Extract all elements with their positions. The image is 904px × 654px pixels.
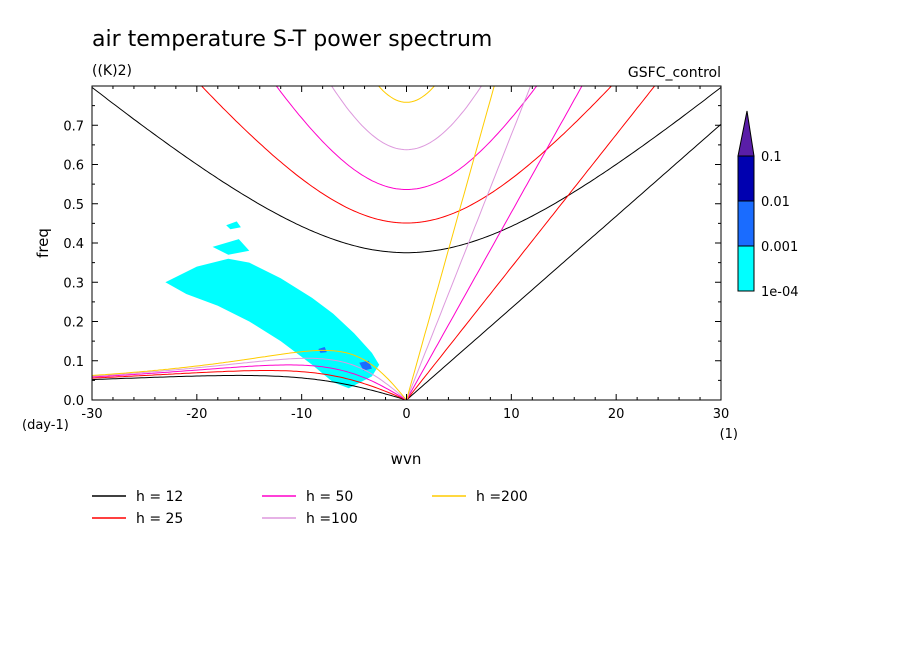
curve-rossby-h200 bbox=[92, 349, 407, 400]
y-tick-label: 0.1 bbox=[63, 355, 84, 370]
curve-kelvin-h50 bbox=[406, 86, 583, 400]
curve-gravity-h100 bbox=[331, 86, 482, 151]
legend-label: h = 25 bbox=[136, 511, 183, 527]
curve-gravity-h50 bbox=[275, 86, 538, 190]
x-tick-label: 30 bbox=[713, 407, 730, 422]
x-tick-label: 20 bbox=[608, 407, 625, 422]
shaded-region-0 bbox=[165, 258, 380, 389]
curve-gravity-h200 bbox=[377, 86, 436, 103]
curve-kelvin-h100 bbox=[406, 86, 532, 400]
y-tick-label: 0.3 bbox=[63, 276, 84, 291]
curve-rossby-h12 bbox=[92, 374, 407, 400]
x-axis: -30 -20 -10 0 10 20 30 bbox=[81, 86, 729, 422]
x-axis-label: wvn bbox=[391, 450, 422, 468]
y-tick-label: 0.7 bbox=[63, 119, 84, 134]
y-tick-label: 0.5 bbox=[63, 198, 84, 213]
y-tick-label: 0.2 bbox=[63, 316, 84, 331]
y-tick-label: 0.0 bbox=[63, 394, 84, 409]
curve-gravity-h25 bbox=[200, 86, 613, 224]
curve-kelvin-h25 bbox=[406, 86, 656, 400]
x-tick-label: -30 bbox=[81, 407, 102, 422]
chart-title: air temperature S-T power spectrum bbox=[92, 27, 492, 52]
y-unit-label: (day-1) bbox=[22, 418, 69, 433]
legend: h = 12 h = 25 h = 50 h =100 h =200 bbox=[92, 489, 528, 527]
colorbar-segment bbox=[737, 245, 755, 292]
plot-frame bbox=[91, 85, 722, 401]
colorbar-label: 0.1 bbox=[761, 150, 782, 165]
experiment-label: GSFC_control bbox=[628, 65, 721, 81]
y-tick-label: 0.6 bbox=[63, 159, 84, 174]
legend-label: h =100 bbox=[306, 511, 358, 527]
legend-label: h =200 bbox=[476, 489, 528, 505]
x-tick-label: -10 bbox=[291, 407, 312, 422]
units-label: ((K)2) bbox=[92, 63, 132, 79]
colorbar-segment bbox=[737, 200, 755, 247]
x-tick-label: 0 bbox=[402, 407, 410, 422]
curve-rossby-h100 bbox=[92, 357, 407, 400]
colorbar-label: 0.001 bbox=[761, 240, 798, 255]
curve-kelvin-h200 bbox=[406, 86, 495, 400]
colorbar: 0.1 0.01 0.001 1e-04 bbox=[737, 110, 799, 300]
shaded-region-1 bbox=[226, 221, 241, 230]
x-tick-label: 10 bbox=[503, 407, 520, 422]
curve-rossby-h50 bbox=[92, 364, 407, 400]
legend-label: h = 50 bbox=[306, 489, 353, 505]
colorbar-segment bbox=[737, 155, 755, 202]
curve-kelvin-h12 bbox=[406, 123, 721, 400]
legend-label: h = 12 bbox=[136, 489, 183, 505]
y-axis: 0.0 0.1 0.2 0.3 0.4 0.5 0.6 0.7 bbox=[63, 105, 721, 409]
dispersion-curves bbox=[92, 86, 721, 400]
colorbar-arrow bbox=[737, 110, 755, 157]
y-tick-label: 0.4 bbox=[63, 237, 84, 252]
y-axis-label: freq bbox=[34, 228, 52, 258]
colorbar-label: 0.01 bbox=[761, 195, 790, 210]
x-tick-label: -20 bbox=[186, 407, 207, 422]
curve-gravity-h12 bbox=[92, 87, 721, 254]
colorbar-label: 1e-04 bbox=[761, 285, 799, 300]
curve-rossby-h25 bbox=[92, 370, 407, 400]
shaded-region-2 bbox=[212, 239, 250, 255]
x-unit-label: (1) bbox=[720, 427, 738, 442]
